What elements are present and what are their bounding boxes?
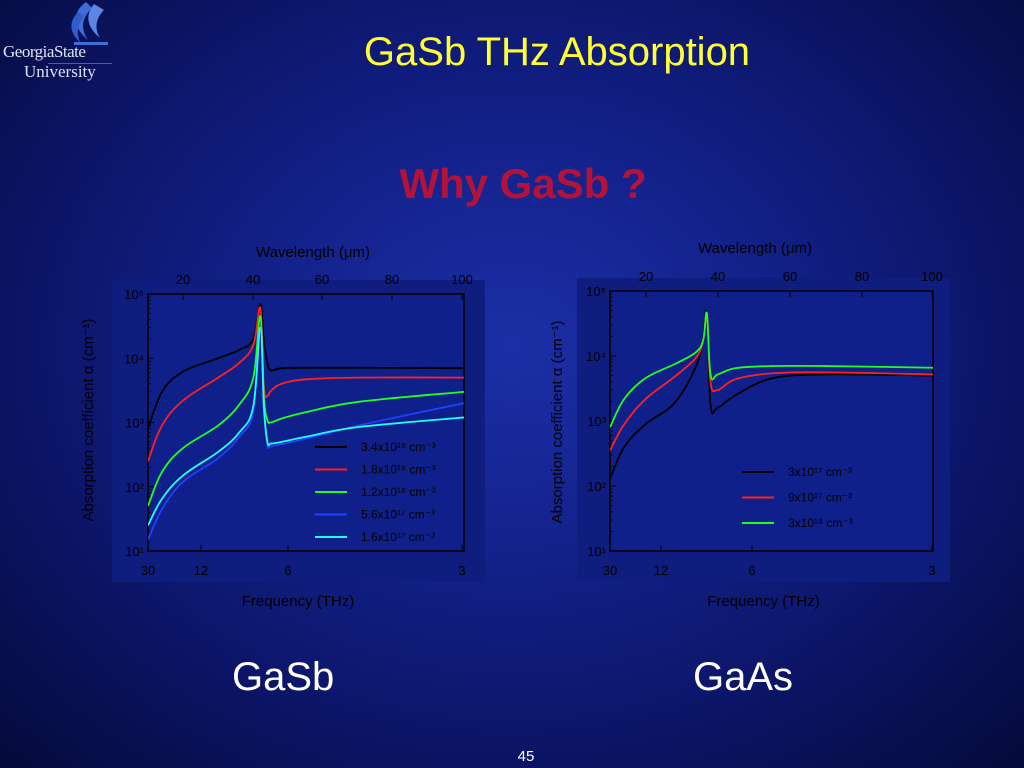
y-tick-label: 10¹ xyxy=(587,544,606,559)
legend-label: 9x10¹⁷ cm⁻³ xyxy=(788,491,852,505)
x-tick-label: 12 xyxy=(194,563,208,578)
y-tick-label: 10² xyxy=(587,479,606,494)
x-tick-label: 3 xyxy=(458,563,465,578)
plot-frame xyxy=(609,290,934,552)
x2-axis-title: Wavelength (μm) xyxy=(256,244,370,261)
x2-tick-label: 20 xyxy=(639,269,653,284)
legend-label: 1.2x10¹⁸ cm⁻³ xyxy=(361,485,436,499)
y-tick-label: 10³ xyxy=(587,414,606,429)
logo-wordmark-line1: GeorgiaState xyxy=(3,42,86,61)
x2-tick-label: 40 xyxy=(246,272,260,287)
caption-gaas: GaAs xyxy=(693,655,794,699)
x-axis-title: Frequency (THz) xyxy=(707,593,820,610)
x2-axis-title: Wavelength (μm) xyxy=(698,240,812,257)
logo-divider xyxy=(48,63,112,64)
slide-title: GaSb THz Absorption xyxy=(363,30,751,74)
x2-tick-label: 60 xyxy=(315,272,329,287)
university-logo: GeorgiaState University xyxy=(0,0,120,98)
y-tick-label: 10⁵ xyxy=(586,284,606,299)
logo-wordmark-line2: University xyxy=(24,62,96,81)
legend-label: 5.6x10¹⁷ cm⁻³ xyxy=(361,508,435,522)
y-tick-label: 10⁴ xyxy=(124,351,144,366)
x-axis-title: Frequency (THz) xyxy=(242,593,355,610)
caption-gasb: GaSb xyxy=(232,655,335,699)
legend-label: 1.8x10¹⁸ cm⁻³ xyxy=(361,463,436,477)
chart-gaas: 10¹ 10² 10³ 10⁴ 10⁵ 20 40 60 80 100 Wavelength (μm… xyxy=(549,240,950,610)
legend-label: 3.4x10¹⁸ cm⁻³ xyxy=(361,440,436,454)
y-axis-title: Absorption coefficient α (cm⁻¹) xyxy=(80,318,97,521)
x2-tick-label: 40 xyxy=(711,269,725,284)
legend-label: 3x10¹⁷ cm⁻³ xyxy=(788,465,852,479)
legend-label: 3x10¹⁸ cm⁻³ xyxy=(788,516,853,530)
series-line xyxy=(148,326,464,526)
y-tick-label: 10⁴ xyxy=(586,349,606,364)
y-tick-label: 10³ xyxy=(125,416,144,431)
y-tick-label: 10² xyxy=(125,480,144,495)
series-line xyxy=(148,303,464,430)
x2-tick-label: 60 xyxy=(783,269,797,284)
x2-tick-label: 100 xyxy=(921,269,943,284)
x-tick-label: 6 xyxy=(284,563,291,578)
series-line xyxy=(610,311,933,428)
y-tick-label: 10¹ xyxy=(125,544,144,559)
slide-subtitle: Why GaSb ? xyxy=(399,160,647,207)
chart-gasb: 10¹ 10² 10³ 10⁴ 10⁵ 20 40 60 80 100 Wavelength (μm… xyxy=(80,244,485,610)
x-tick-label: 12 xyxy=(654,563,668,578)
x2-tick-label: 100 xyxy=(451,272,473,287)
y-tick-label: 10⁵ xyxy=(124,287,144,302)
x-tick-label: 3 xyxy=(928,563,935,578)
x2-tick-label: 80 xyxy=(855,269,869,284)
x-tick-label: 6 xyxy=(748,563,755,578)
legend-label: 1.6x10¹⁷ cm⁻³ xyxy=(361,530,435,544)
page-number: 45 xyxy=(517,748,535,765)
y-axis-title: Absorption coefficient α (cm⁻¹) xyxy=(549,320,566,523)
flame-logo-icon xyxy=(71,2,108,45)
x2-tick-label: 20 xyxy=(176,272,190,287)
x-tick-label: 30 xyxy=(603,563,617,578)
x2-tick-label: 80 xyxy=(385,272,399,287)
x-tick-label: 30 xyxy=(141,563,155,578)
